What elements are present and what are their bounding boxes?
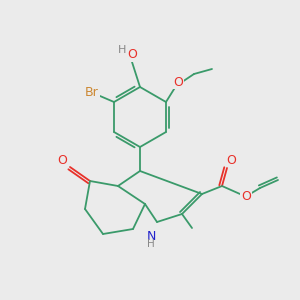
Text: O: O xyxy=(57,154,67,167)
Text: N: N xyxy=(146,230,156,242)
Text: O: O xyxy=(173,76,183,88)
Text: H: H xyxy=(147,239,155,249)
Text: H: H xyxy=(118,45,126,55)
Text: Br: Br xyxy=(85,85,99,98)
Text: O: O xyxy=(226,154,236,166)
Text: O: O xyxy=(127,49,137,62)
Text: O: O xyxy=(241,190,251,202)
